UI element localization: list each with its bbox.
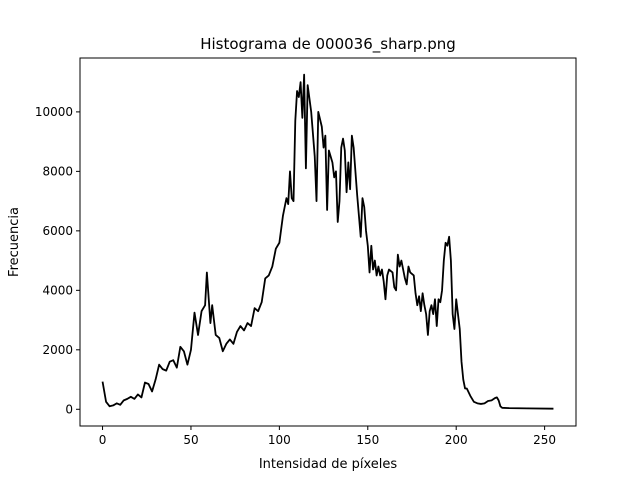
y-tick-label: 10000 xyxy=(35,105,73,119)
x-tick-label: 200 xyxy=(445,433,468,447)
plot-frame xyxy=(79,57,577,427)
x-tick-label: 250 xyxy=(533,433,556,447)
y-axis-label: Frecuencia xyxy=(7,207,22,277)
x-tick-label: 100 xyxy=(268,433,291,447)
y-tick-label: 4000 xyxy=(42,283,73,297)
y-tick-label: 8000 xyxy=(42,164,73,178)
line xyxy=(101,73,554,410)
y-tick-label: 0 xyxy=(65,402,73,416)
chart-title: Histograma de 000036_sharp.png xyxy=(200,35,456,54)
x-tick-label: 150 xyxy=(356,433,379,447)
y-tick-label: 6000 xyxy=(42,224,73,238)
x-axis-label: Intensidad de píxeles xyxy=(259,457,398,472)
x-tick-label: 50 xyxy=(183,433,198,447)
x-tick-label: 0 xyxy=(99,433,107,447)
y-tick-label: 2000 xyxy=(42,343,73,357)
